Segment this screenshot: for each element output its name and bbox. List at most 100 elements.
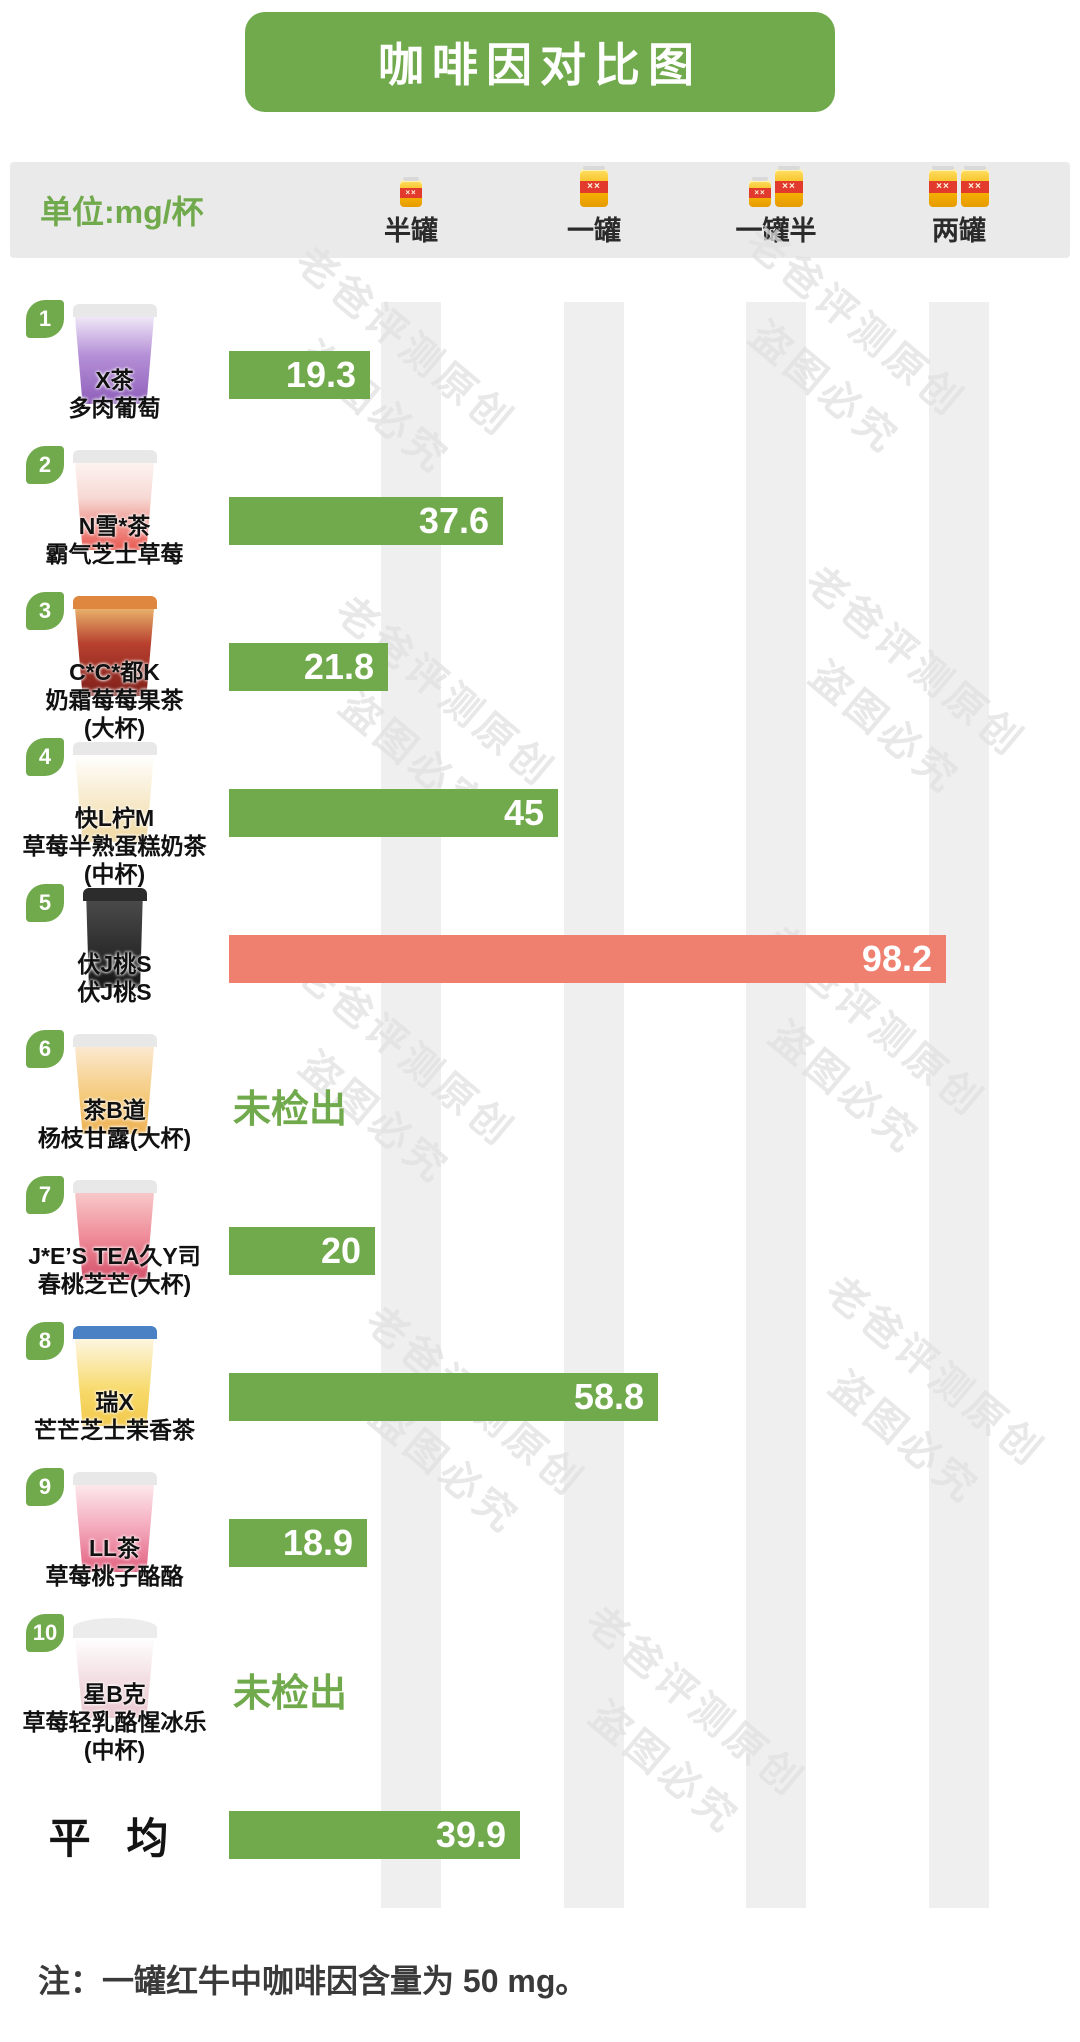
- chart-row: 5 伏J桃S 伏J桃S 98.2: [0, 884, 1080, 1032]
- chart-row: 8 瑞X 芒芒芝士茉香茶 58.8: [0, 1322, 1080, 1470]
- product-name-line: N雪*茶: [78, 513, 151, 539]
- grid-stripe: [929, 302, 989, 1908]
- cup-lid: [72, 1326, 157, 1339]
- cup-lid: [72, 1034, 157, 1047]
- product-name: 瑞X 芒芒芝士茉香茶: [0, 1388, 229, 1444]
- rank-number: 7: [38, 1182, 52, 1207]
- can-icon-group: [889, 161, 1029, 207]
- cup-body: [75, 1047, 154, 1134]
- product-name-line: C*C*都K: [69, 659, 160, 685]
- rank-number: 9: [38, 1474, 52, 1499]
- product-cell: 7 J*E’S TEA久Y司 春桃芝芒(大杯): [0, 1176, 229, 1324]
- axis-header-bar: 单位:mg/杯 半罐 一罐 一罐半 两罐: [10, 162, 1070, 258]
- axis-column-one-half-can: 一罐半: [706, 161, 846, 248]
- bar-value: 98.2: [861, 938, 932, 979]
- cup-body: [75, 1638, 154, 1718]
- axis-column-one-can: 一罐: [524, 161, 664, 248]
- product-name: 茶B道 杨枝甘露(大杯): [0, 1096, 229, 1152]
- cup-body: [75, 317, 154, 404]
- bar-zone: 37.6: [229, 448, 1080, 594]
- can-icon-group: [341, 161, 481, 207]
- chart-title-banner: 咖啡因对比图: [245, 12, 835, 112]
- product-name-line: 霸气芝士草莓: [45, 541, 184, 568]
- product-photo: [82, 888, 147, 990]
- cup-lid: [72, 1180, 157, 1193]
- rank-badge: 1: [26, 300, 64, 338]
- cup-lid: [82, 888, 147, 901]
- cup-body: [86, 901, 143, 988]
- product-name-line: 快L柠M: [74, 805, 155, 831]
- product-cell: 10 星B克 草莓轻乳酪惺冰乐 (中杯): [0, 1614, 229, 1764]
- chart-row: 10 星B克 草莓轻乳酪惺冰乐 (中杯) 未检出: [0, 1614, 1080, 1764]
- page-title: 咖啡因对比图: [378, 39, 702, 91]
- value-bar: 45: [229, 789, 558, 837]
- bar-value: 45: [503, 792, 544, 833]
- product-photo: [72, 1180, 157, 1282]
- rank-number: 8: [38, 1328, 52, 1353]
- product-name-line: 瑞X: [95, 1389, 134, 1415]
- chart-row: 3 C*C*都K 奶霜莓莓果茶 (大杯) 21.8: [0, 592, 1080, 741]
- product-photo: [72, 1472, 157, 1574]
- product-name-line: 杨枝甘露(大杯): [37, 1125, 192, 1152]
- rank-badge: 9: [26, 1468, 64, 1506]
- product-photo: [72, 304, 157, 406]
- product-name-line: 伏J桃S: [77, 979, 152, 1006]
- chart-row: 2 N雪*茶 霸气芝士草莓 37.6: [0, 446, 1080, 594]
- product-name: 星B克 草莓轻乳酪惺冰乐 (中杯): [0, 1680, 229, 1764]
- chart-row: 9 LL茶 草莓桃子酪酪 18.9: [0, 1468, 1080, 1616]
- redbull-can-icon: [400, 177, 422, 207]
- rank-number: 5: [38, 890, 52, 915]
- product-name-line: (中杯): [83, 1737, 146, 1764]
- can-icon-group: [524, 161, 664, 207]
- rank-number: 1: [38, 306, 52, 331]
- axis-tick-label: 一罐半: [735, 216, 817, 246]
- bar-value: 20: [320, 1230, 361, 1271]
- cup-body: [75, 755, 154, 842]
- chart-body: 老爸评测原创 盗图必究 老爸评测原创 盗图必究 老爸评测原创 盗图必究 老爸评测原创盗…: [0, 219, 1080, 1908]
- rank-number: 2: [38, 452, 52, 477]
- grid-stripe: [564, 302, 624, 1908]
- chart-row: 1 X茶 多肉葡萄 19.3: [0, 300, 1080, 448]
- chart-row: 6 茶B道 杨枝甘露(大杯) 未检出: [0, 1030, 1080, 1178]
- not-detected-label: 未检出: [233, 1672, 348, 1715]
- chart-row: 7 J*E’S TEA久Y司 春桃芝芒(大杯) 20: [0, 1176, 1080, 1324]
- product-cell: 8 瑞X 芒芒芝士茉香茶: [0, 1322, 229, 1470]
- axis-tick-label: 一罐: [567, 216, 621, 246]
- value-bar: 37.6: [229, 497, 503, 545]
- cup-lid: [72, 304, 157, 317]
- product-name-line: 茶B道: [83, 1097, 146, 1123]
- bar-zone: 20: [229, 1178, 1080, 1324]
- product-name: X茶 多肉葡萄: [0, 366, 229, 422]
- product-name-line: 草莓桃子酪酪: [45, 1563, 184, 1590]
- redbull-can-icon: [775, 166, 803, 207]
- product-photo: [72, 596, 157, 698]
- value-bar: 21.8: [229, 643, 388, 691]
- chart-row: 4 快L柠M 草莓半熟蛋糕奶茶 (中杯) 45: [0, 738, 1080, 888]
- cup-lid: [72, 450, 157, 463]
- product-name-line: 芒芒芝士茉香茶: [34, 1417, 195, 1444]
- product-name-line: (中杯): [83, 861, 146, 888]
- bar-zone: 39.9: [229, 1762, 1080, 1908]
- grid-stripe: [381, 302, 441, 1908]
- footnote: 注：一罐红牛中咖啡因含量为 50 mg。: [38, 1963, 588, 1999]
- not-detected-label: 未检出: [233, 1088, 348, 1131]
- redbull-can-icon: [961, 166, 989, 207]
- bar-zone: 未检出: [229, 1032, 1080, 1178]
- product-photo: [72, 1326, 157, 1428]
- bar-zone: 98.2: [229, 886, 1080, 1032]
- rank-number: 10: [32, 1620, 58, 1645]
- value-bar: 19.3: [229, 351, 370, 399]
- average-row: 平 均 39.9: [0, 1762, 1080, 1908]
- bar-value: 21.8: [303, 646, 374, 687]
- product-name-line: 草莓半熟蛋糕奶茶: [22, 833, 207, 860]
- cup-lid: [72, 742, 157, 755]
- rank-number: 3: [38, 598, 52, 623]
- product-cell: 4 快L柠M 草莓半熟蛋糕奶茶 (中杯): [0, 738, 229, 888]
- grid-stripe: [746, 302, 806, 1908]
- bar-zone: 21.8: [229, 594, 1080, 740]
- average-cell: 平 均: [0, 1762, 229, 1908]
- axis-tick-label: 两罐: [932, 216, 986, 246]
- redbull-can-icon: [929, 166, 957, 207]
- axis-column-two-cans: 两罐: [889, 161, 1029, 248]
- product-cell: 5 伏J桃S 伏J桃S: [0, 884, 229, 1032]
